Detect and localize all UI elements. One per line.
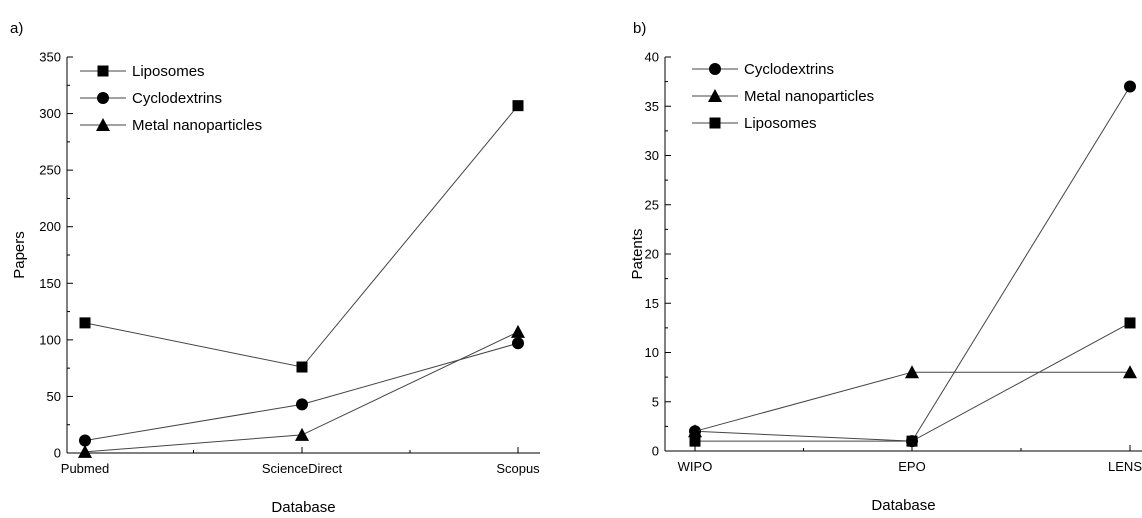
y-tick-label: 0 <box>652 444 659 459</box>
data-point-metal-nanoparticles <box>1123 365 1137 379</box>
panel-label: a) <box>10 20 23 37</box>
series-line-cyclodextrins <box>84 342 519 442</box>
series-line-cyclodextrins <box>694 86 1131 442</box>
y-tick-label: 20 <box>645 247 659 262</box>
data-point-cyclodextrins <box>296 398 308 411</box>
x-axis-title: Database <box>271 499 335 516</box>
x-tick-label: Pubmed <box>61 461 109 476</box>
data-point-cyclodextrins <box>1124 80 1136 93</box>
legend-label-metal-nanoparticles: Metal nanoparticles <box>132 117 262 134</box>
data-point-metal-nanoparticles <box>905 365 919 379</box>
legend-label-liposomes: Liposomes <box>744 115 817 132</box>
y-axis-title: Papers <box>11 231 28 279</box>
y-axis-title: Patents <box>629 229 646 280</box>
x-tick-label: WIPO <box>678 459 713 474</box>
legend-label-cyclodextrins: Cyclodextrins <box>132 90 222 107</box>
series-line-liposomes <box>84 105 519 368</box>
y-tick-label: 200 <box>39 219 61 234</box>
data-point-cyclodextrins <box>512 337 524 350</box>
legend-marker-metal-nanoparticles <box>708 89 722 102</box>
legend-label-liposomes: Liposomes <box>132 63 205 80</box>
legend-marker-cyclodextrins <box>709 63 721 75</box>
data-point-cyclodextrins <box>79 434 91 447</box>
y-tick-label: 25 <box>645 197 659 212</box>
chart-panel-a: a) 0 50 100 150 200 250 300 350 Pubmed ScienceDire… <box>10 20 540 516</box>
x-tick-label: ScienceDirect <box>262 461 343 476</box>
y-tick-label: 5 <box>652 394 659 409</box>
legend-marker-cyclodextrins <box>97 92 109 104</box>
y-tick-label: 350 <box>39 50 61 65</box>
series-line-liposomes <box>695 322 1131 442</box>
y-tick-label: 40 <box>645 50 659 65</box>
data-point-liposomes <box>906 435 918 447</box>
legend-marker-liposomes <box>97 65 109 77</box>
y-tick-label: 35 <box>645 99 659 114</box>
data-point-metal-nanoparticles <box>78 444 92 458</box>
y-tick-label: 300 <box>39 106 61 121</box>
x-tick-label: LENS <box>1108 459 1142 474</box>
y-tick-label: 10 <box>645 345 659 360</box>
y-tick-label: 100 <box>39 332 61 347</box>
data-point-liposomes <box>296 361 308 373</box>
legend-marker-liposomes <box>709 117 721 129</box>
legend-label-metal-nanoparticles: Metal nanoparticles <box>744 88 874 105</box>
y-tick-label: 50 <box>47 389 61 404</box>
x-axis-title: Database <box>871 497 935 514</box>
y-tick-label: 30 <box>645 148 659 163</box>
data-point-liposomes <box>512 100 524 112</box>
data-point-liposomes <box>1124 317 1136 329</box>
x-tick-label: EPO <box>898 459 925 474</box>
data-point-metal-nanoparticles <box>295 427 309 441</box>
data-point-liposomes <box>689 435 701 447</box>
legend-label-cyclodextrins: Cyclodextrins <box>744 61 834 78</box>
data-point-liposomes <box>79 317 91 329</box>
data-point-metal-nanoparticles <box>511 324 525 338</box>
x-tick-label: Scopus <box>496 461 540 476</box>
panel-label: b) <box>633 20 646 37</box>
series-line-metal-nanoparticles <box>694 371 1130 432</box>
data-point-metal-nanoparticles <box>688 424 702 438</box>
y-tick-label: 15 <box>645 296 659 311</box>
y-tick-label: 150 <box>39 276 61 291</box>
chart-panel-b: b) 0 5 10 15 20 25 30 35 40 WIPO EPO LENS Database Pat… <box>629 20 1142 514</box>
legend-marker-metal-nanoparticles <box>96 118 110 131</box>
y-tick-label: 250 <box>39 163 61 178</box>
y-tick-label: 0 <box>54 446 61 461</box>
